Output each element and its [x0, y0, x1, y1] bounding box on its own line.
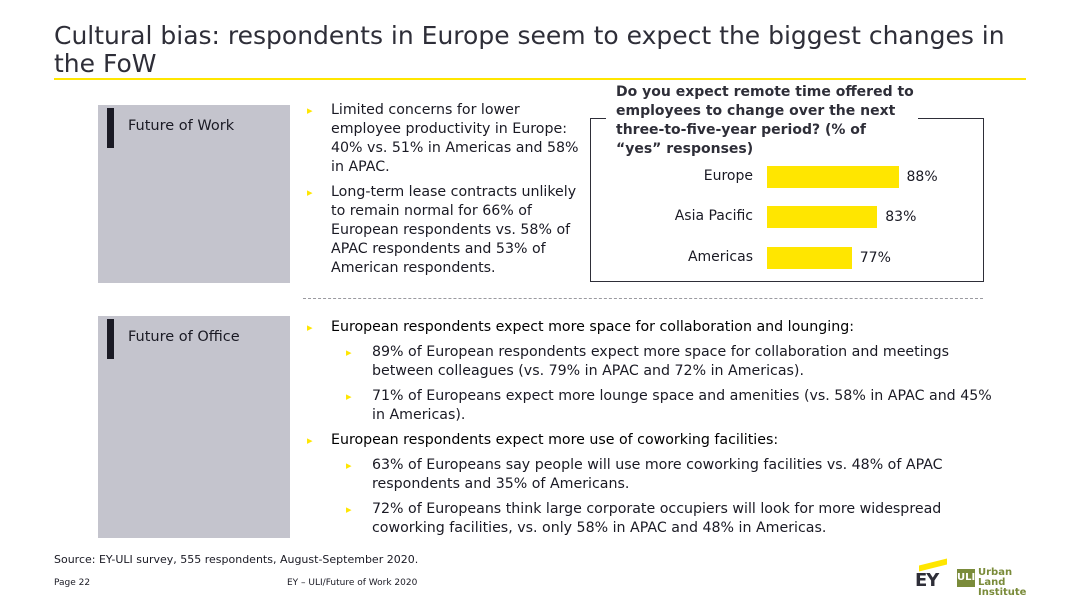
- uli-name-line-2: Institute: [978, 587, 1027, 598]
- chart-value-label: 83%: [885, 209, 917, 225]
- label-accent-bar: [107, 108, 114, 148]
- future-of-office-label-box: Future of Office: [98, 316, 290, 538]
- uli-logo: ULI Urban Land Institute: [957, 568, 1031, 598]
- uli-logo-mark: ULI: [957, 569, 975, 587]
- work-bullet: Long-term lease contracts unlikely to re…: [303, 183, 593, 278]
- uli-name-line-1: Urban Land: [978, 567, 1013, 588]
- future-of-office-bullets: European respondents expect more space f…: [303, 318, 993, 544]
- ey-logo: EY: [913, 558, 947, 591]
- future-of-work-label: Future of Work: [128, 118, 235, 134]
- page-title: Cultural bias: respondents in Europe see…: [54, 21, 1005, 78]
- office-sub-bullet: 63% of Europeans say people will use mor…: [303, 456, 993, 494]
- chart-category-label: Americas: [687, 249, 753, 265]
- chart-title: Do you expect remote time offered to emp…: [616, 84, 914, 157]
- office-bullet-heading: European respondents expect more use of …: [303, 431, 993, 450]
- chart-category-label: Europe: [703, 168, 753, 184]
- chart-bar: [767, 166, 899, 188]
- chart-bar: [767, 206, 878, 228]
- future-of-work-label-box: Future of Work: [98, 105, 290, 283]
- chart-value-label: 77%: [859, 250, 891, 266]
- section-divider: [303, 298, 983, 299]
- work-bullet: Limited concerns for lower employee prod…: [303, 101, 593, 177]
- source-note: Source: EY-ULI survey, 555 respondents, …: [54, 553, 419, 566]
- chart-value-label: 88%: [906, 169, 938, 185]
- office-bullet-heading: European respondents expect more space f…: [303, 318, 993, 337]
- uli-logo-text: Urban Land Institute: [978, 568, 1031, 598]
- page-number: Page 22: [54, 578, 91, 588]
- label-accent-bar: [107, 319, 114, 359]
- chart-bar: [767, 247, 852, 269]
- office-sub-bullet: 89% of European respondents expect more …: [303, 343, 993, 381]
- office-sub-bullet: 72% of Europeans think large corporate o…: [303, 500, 993, 538]
- document-title: EY – ULI/Future of Work 2020: [287, 578, 418, 588]
- office-sub-bullet: 71% of Europeans expect more lounge spac…: [303, 387, 993, 425]
- title-divider: [54, 78, 1026, 80]
- future-of-work-bullets: Limited concerns for lower employee prod…: [303, 101, 593, 284]
- chart-title-background: [606, 82, 918, 162]
- ey-logo-text: EY: [915, 570, 939, 591]
- chart-category-label: Asia Pacific: [674, 208, 753, 224]
- future-of-office-label: Future of Office: [128, 329, 240, 345]
